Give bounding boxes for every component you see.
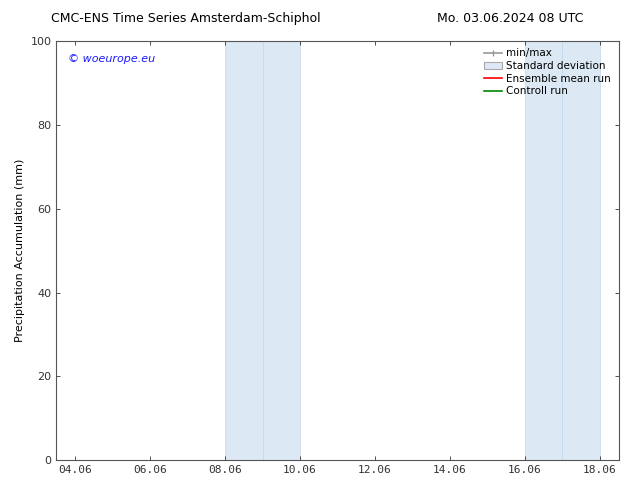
- Bar: [225, 41, 262, 460]
- Text: Mo. 03.06.2024 08 UTC: Mo. 03.06.2024 08 UTC: [437, 12, 583, 25]
- Text: CMC-ENS Time Series Amsterdam-Schiphol: CMC-ENS Time Series Amsterdam-Schiphol: [51, 12, 320, 25]
- Bar: [262, 41, 300, 460]
- Text: © woeurope.eu: © woeurope.eu: [68, 53, 155, 64]
- Legend: min/max, Standard deviation, Ensemble mean run, Controll run: min/max, Standard deviation, Ensemble me…: [481, 46, 613, 98]
- Bar: [562, 41, 600, 460]
- Bar: [525, 41, 562, 460]
- Y-axis label: Precipitation Accumulation (mm): Precipitation Accumulation (mm): [15, 159, 25, 343]
